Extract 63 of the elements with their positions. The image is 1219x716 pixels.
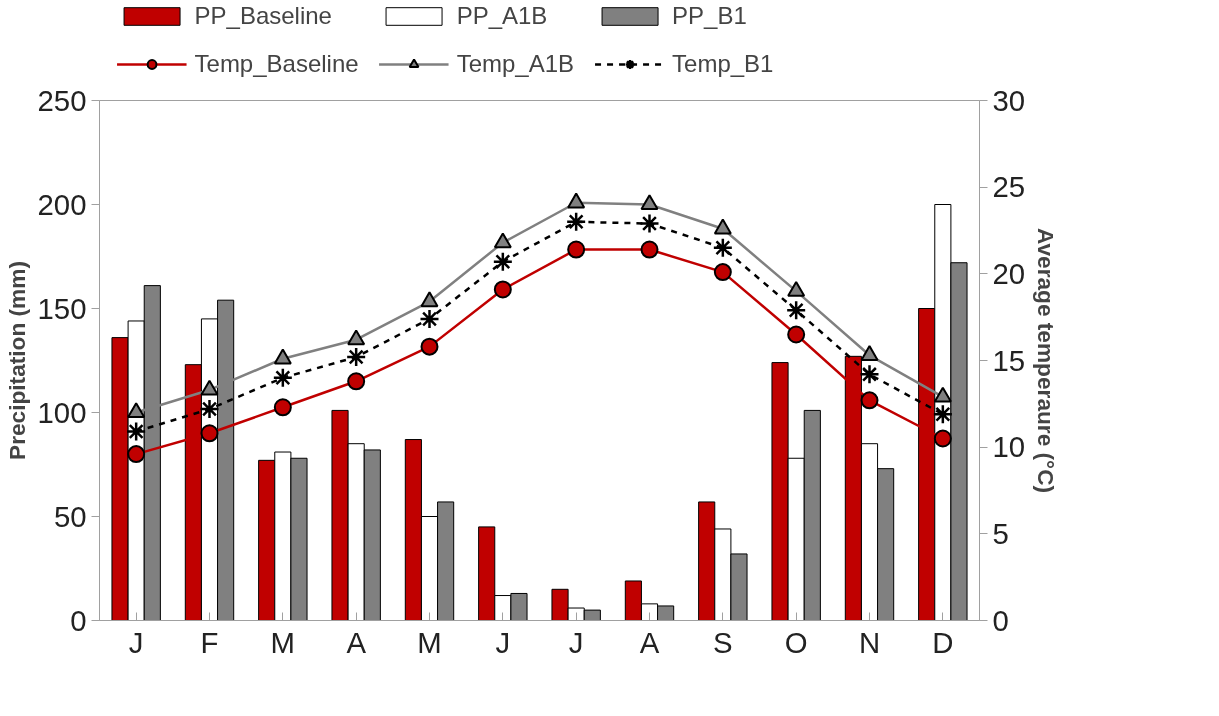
point [640, 240, 659, 259]
y-tick-label: 0 [70, 603, 87, 637]
point [640, 194, 659, 211]
point [272, 367, 294, 389]
point [419, 308, 440, 330]
point [787, 325, 806, 344]
point [347, 372, 366, 391]
y-tick-label: 250 [37, 83, 87, 117]
x-tick-label: M [270, 625, 296, 659]
point [420, 337, 439, 356]
point [567, 192, 586, 209]
x-tick-label: S [713, 625, 733, 659]
y2-tick-label: 20 [992, 256, 1026, 290]
y2-tick-label: 10 [992, 430, 1026, 464]
point [493, 280, 512, 299]
point [785, 299, 807, 321]
y2-tick-label: 25 [992, 170, 1026, 204]
y-tick-label: 150 [37, 291, 87, 325]
legend-label: PP_Baseline [194, 2, 332, 30]
point [932, 403, 954, 425]
legend-label: PP_A1B [456, 2, 548, 30]
point [345, 346, 367, 368]
y-axis-title: Precipitation (mm) [3, 261, 30, 460]
y2-axis-title: Average temperaure (°C) [1033, 227, 1060, 494]
legend-label: Temp_A1B [456, 50, 575, 78]
point [933, 429, 952, 448]
y-tick-label: 50 [53, 499, 87, 533]
legend-label: PP_B1 [672, 2, 747, 30]
point [713, 218, 732, 235]
point [127, 445, 146, 464]
point [347, 329, 366, 346]
x-tick-label: D [932, 625, 954, 659]
legend-label: Temp_Baseline [194, 50, 359, 78]
x-tick-label: A [346, 625, 367, 659]
point [420, 291, 439, 308]
point [567, 240, 586, 259]
point [125, 421, 147, 442]
point [493, 232, 512, 249]
x-tick-label: J [128, 625, 144, 659]
y-tick-label: 100 [37, 395, 87, 429]
x-tick-label: M [417, 625, 442, 659]
point [200, 424, 219, 443]
y2-tick-label: 5 [992, 516, 1009, 550]
point [565, 211, 587, 233]
point [273, 398, 292, 417]
legend-label: Temp_B1 [672, 50, 774, 78]
x-tick-label: J [495, 625, 511, 659]
point [713, 263, 732, 282]
x-tick-label: A [639, 625, 660, 659]
point [199, 398, 220, 420]
point [712, 237, 734, 259]
point [859, 364, 880, 385]
x-tick-label: O [784, 625, 808, 659]
x-tick-label: N [858, 625, 881, 659]
y2-tick-label: 30 [992, 83, 1026, 117]
x-tick-label: F [200, 625, 219, 659]
x-tick-label: J [568, 625, 584, 659]
y2-tick-label: 0 [992, 603, 1009, 637]
y-tick-label: 200 [37, 187, 87, 221]
point [639, 213, 660, 234]
point [492, 251, 514, 272]
point [860, 391, 879, 410]
y2-tick-label: 15 [992, 343, 1026, 377]
